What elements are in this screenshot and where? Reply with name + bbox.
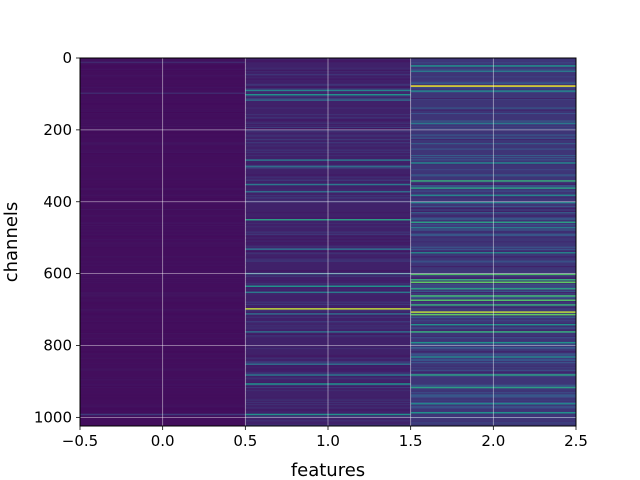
x-tick-label: 0.0 [151,432,175,450]
x-axis-title: features [291,460,365,480]
x-tick-label: 0.5 [233,432,257,450]
x-tick-label: −0.5 [62,432,98,450]
x-tick-label: 1.5 [399,432,423,450]
x-tick-label: 1.0 [316,432,340,450]
x-tick-label: 2.0 [481,432,505,450]
y-tick-label: 1000 [34,408,72,426]
y-tick-label: 400 [43,193,72,211]
x-axis: −0.5 0.0 0.5 1.0 1.5 2.0 2.5 [62,426,588,450]
y-tick-label: 0 [62,49,72,67]
y-axis-title: channels [1,202,22,283]
y-tick-label: 200 [43,121,72,139]
y-axis: 0 200 400 600 800 1000 [34,49,80,426]
y-tick-label: 600 [43,265,72,283]
x-tick-label: 2.5 [564,432,588,450]
y-tick-label: 800 [43,337,72,355]
